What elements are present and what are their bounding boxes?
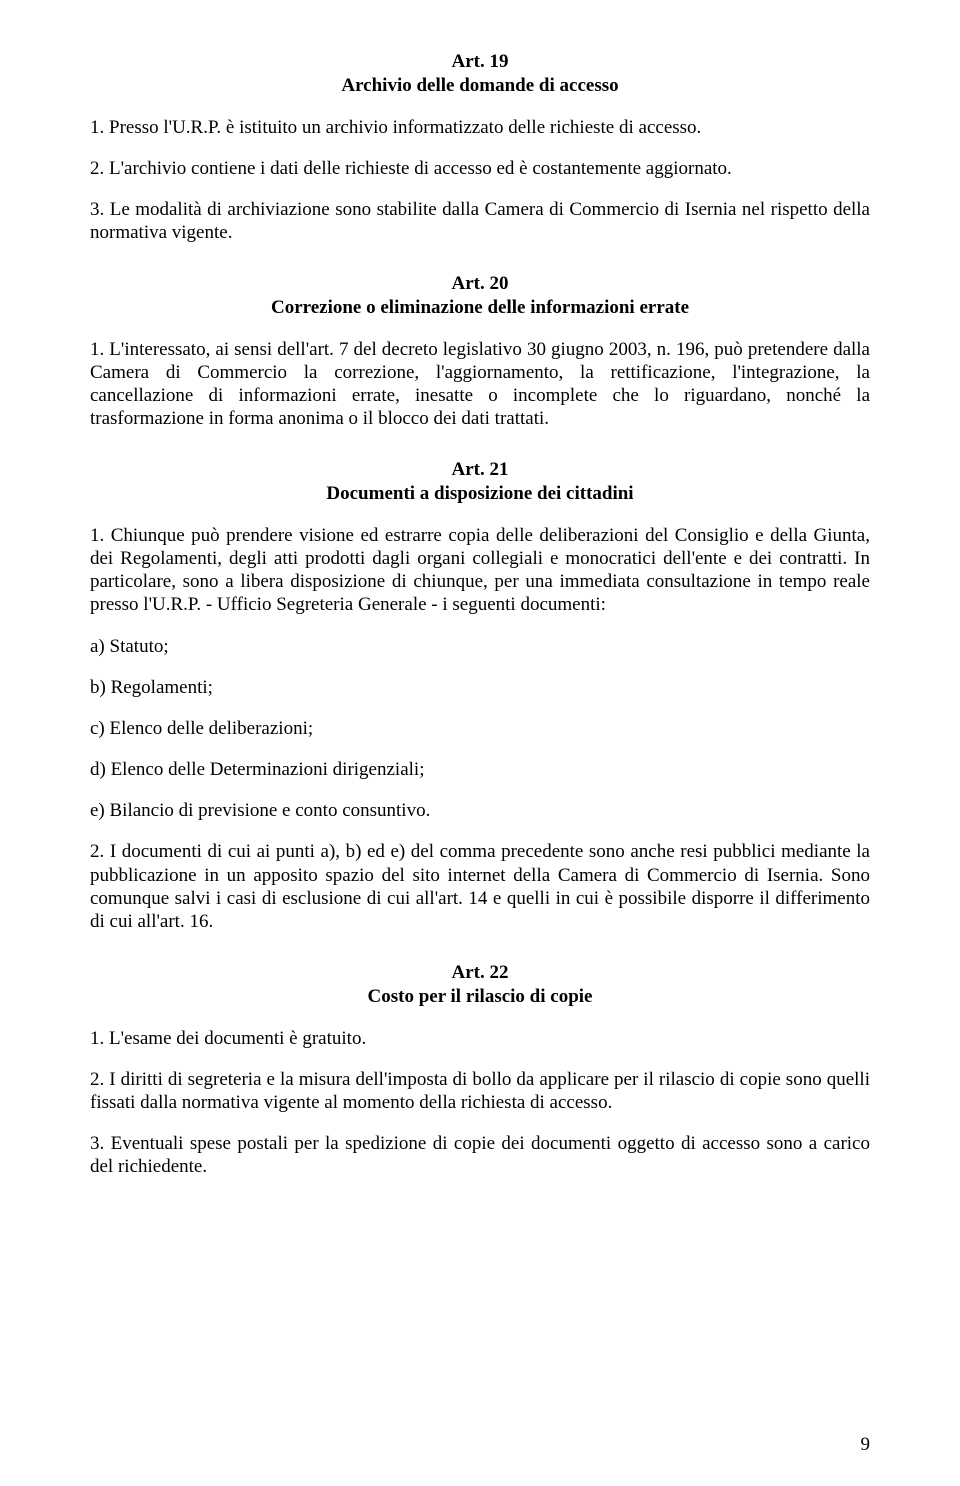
art20-heading: Art. 20 Correzione o eliminazione delle … bbox=[90, 272, 870, 320]
art21-item-c: c) Elenco delle deliberazioni; bbox=[90, 717, 870, 740]
art22-heading: Art. 22 Costo per il rilascio di copie bbox=[90, 961, 870, 1009]
document-page: Art. 19 Archivio delle domande di access… bbox=[0, 0, 960, 1486]
art21-item-d: d) Elenco delle Determinazioni dirigenzi… bbox=[90, 758, 870, 781]
art20-p1: 1. L'interessato, ai sensi dell'art. 7 d… bbox=[90, 338, 870, 431]
art19-title-line2: Archivio delle domande di accesso bbox=[90, 74, 870, 98]
art21-p1: 1. Chiunque può prendere visione ed estr… bbox=[90, 524, 870, 617]
art22-p2: 2. I diritti di segreteria e la misura d… bbox=[90, 1068, 870, 1114]
art19-heading: Art. 19 Archivio delle domande di access… bbox=[90, 50, 870, 98]
art21-item-b: b) Regolamenti; bbox=[90, 676, 870, 699]
art21-item-e: e) Bilancio di previsione e conto consun… bbox=[90, 799, 870, 822]
art22-p3: 3. Eventuali spese postali per la spediz… bbox=[90, 1132, 870, 1178]
art21-title-line2: Documenti a disposizione dei cittadini bbox=[90, 482, 870, 506]
art21-heading: Art. 21 Documenti a disposizione dei cit… bbox=[90, 458, 870, 506]
art21-title-line1: Art. 21 bbox=[90, 458, 870, 482]
art19-p2: 2. L'archivio contiene i dati delle rich… bbox=[90, 157, 870, 180]
art21-p2: 2. I documenti di cui ai punti a), b) ed… bbox=[90, 840, 870, 933]
page-number: 9 bbox=[861, 1434, 871, 1456]
art20-title-line2: Correzione o eliminazione delle informaz… bbox=[90, 296, 870, 320]
art19-p3: 3. Le modalità di archiviazione sono sta… bbox=[90, 198, 870, 244]
art21-item-a: a) Statuto; bbox=[90, 635, 870, 658]
art20-title-line1: Art. 20 bbox=[90, 272, 870, 296]
art22-p1: 1. L'esame dei documenti è gratuito. bbox=[90, 1027, 870, 1050]
art19-p1: 1. Presso l'U.R.P. è istituito un archiv… bbox=[90, 116, 870, 139]
art22-title-line2: Costo per il rilascio di copie bbox=[90, 985, 870, 1009]
art19-title-line1: Art. 19 bbox=[90, 50, 870, 74]
art22-title-line1: Art. 22 bbox=[90, 961, 870, 985]
